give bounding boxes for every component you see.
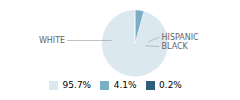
svg-text:WHITE: WHITE: [39, 36, 65, 45]
html-text:4.1%: 4.1%: [113, 80, 137, 90]
html-text:0.2%: 0.2%: [159, 80, 182, 90]
svg-text:HISPANIC: HISPANIC: [162, 33, 200, 42]
html-text:95.7%: 95.7%: [62, 80, 92, 90]
svg-text:BLACK: BLACK: [162, 42, 189, 51]
